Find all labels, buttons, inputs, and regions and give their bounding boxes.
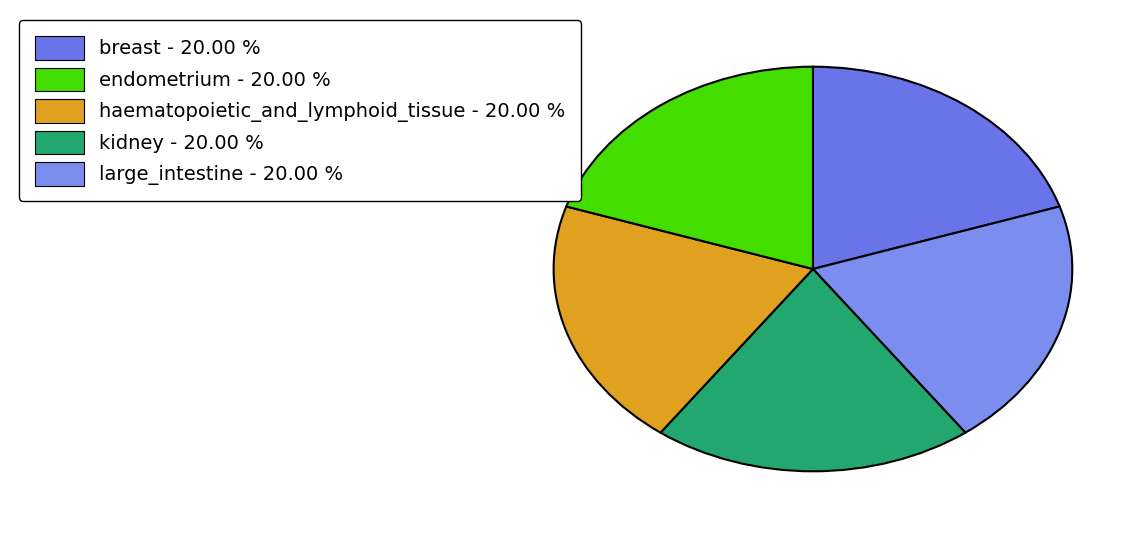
Wedge shape	[813, 207, 1072, 433]
Wedge shape	[661, 269, 965, 471]
Wedge shape	[567, 67, 813, 269]
Wedge shape	[554, 207, 813, 433]
Legend: breast - 20.00 %, endometrium - 20.00 %, haematopoietic_and_lymphoid_tissue - 20: breast - 20.00 %, endometrium - 20.00 %,…	[19, 20, 581, 201]
Wedge shape	[813, 67, 1059, 269]
